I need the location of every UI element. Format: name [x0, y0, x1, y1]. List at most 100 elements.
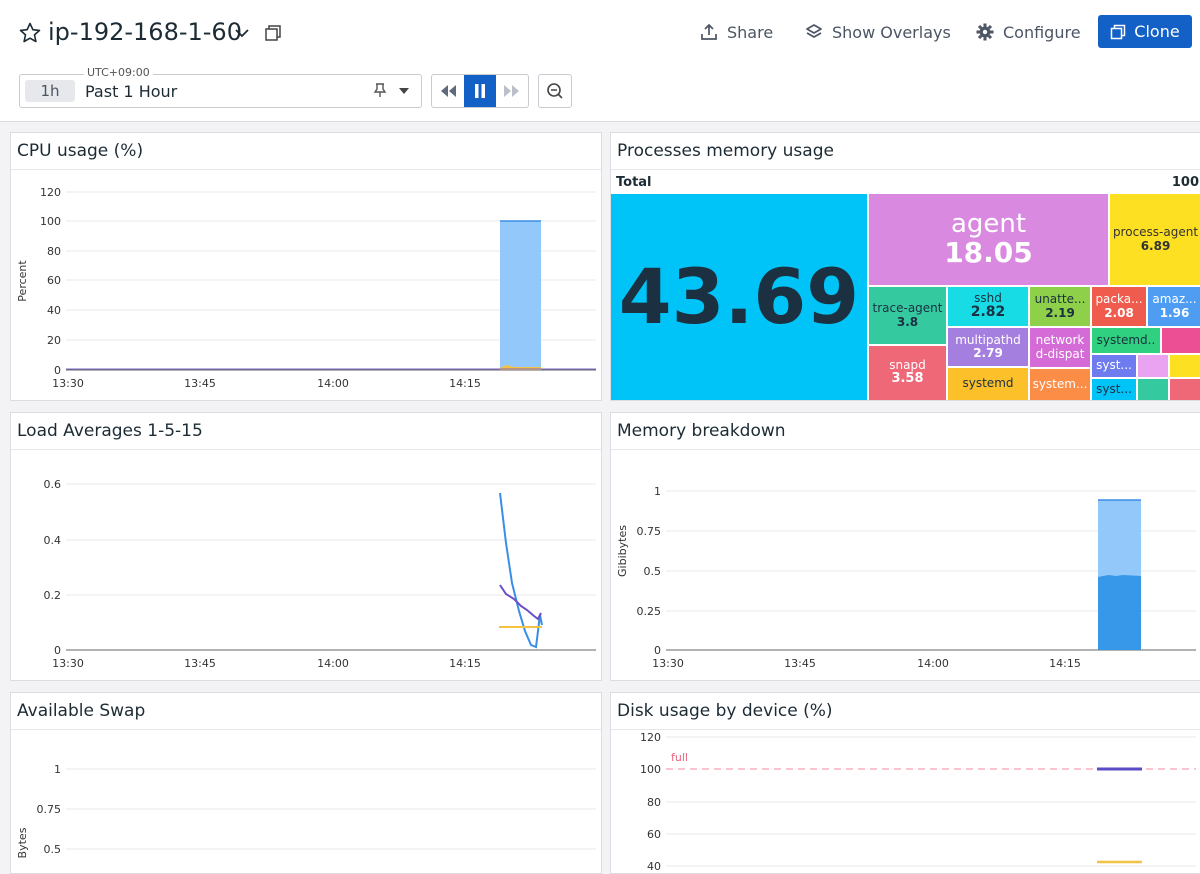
treemap-cell-agent[interactable]: agent 18.05	[869, 194, 1108, 285]
fast-forward-button[interactable]	[496, 75, 528, 107]
cpu-xtick: 14:15	[449, 377, 481, 390]
swap-panel-title: Available Swap	[17, 701, 146, 721]
zoom-out-button[interactable]	[538, 74, 572, 108]
fast-forward-icon	[504, 85, 519, 97]
disk-ytick: 120	[640, 731, 661, 744]
timeframe-selector[interactable]: 1h Past 1 Hour	[19, 74, 422, 108]
caret-down-icon[interactable]	[398, 87, 410, 95]
cpu-ytick: 60	[47, 274, 61, 287]
cpu-chart: 120 100 80 60 40 20 0 Percent 13:30 13:4…	[16, 186, 596, 390]
pause-button[interactable]	[464, 75, 496, 107]
load-ytick: 0.6	[44, 478, 62, 491]
layers-icon	[806, 24, 822, 38]
share-label: Share	[727, 22, 774, 42]
treemap-cell-largest[interactable]: 43.69	[611, 194, 867, 400]
treemap-cell-system[interactable]: system...	[1030, 369, 1090, 400]
treemap-cell-name: network d-dispat	[1035, 333, 1085, 361]
load-1min-line	[499, 492, 543, 649]
treemap-cell-value: 2.82	[970, 304, 1006, 321]
memory-ytick: 1	[654, 485, 661, 498]
copy-icon[interactable]	[264, 24, 282, 42]
treemap-cell-name: amaz...	[1152, 292, 1197, 307]
treemap-cell-syst-a[interactable]: syst...	[1092, 355, 1136, 377]
treemap-cell-packagekit[interactable]: packa... 2.08	[1092, 287, 1146, 326]
treemap-cell-name: process-agent	[1112, 225, 1199, 240]
treemap-cell-snapd[interactable]: snapd 3.58	[869, 346, 946, 400]
treemap-cell-name: systemd..	[1096, 332, 1156, 347]
pause-icon	[475, 84, 485, 98]
pin-icon[interactable]	[372, 82, 388, 98]
clone-button[interactable]: Clone	[1098, 15, 1192, 48]
panel-divider	[611, 449, 1200, 450]
clone-label: Clone	[1134, 22, 1180, 41]
swap-ytick: 0.5	[44, 843, 62, 856]
treemap-cell-small-pink[interactable]	[1162, 328, 1200, 353]
load-ytick: 0.4	[44, 534, 62, 547]
memory-panel-title: Memory breakdown	[617, 421, 786, 441]
treemap-cell-process-agent[interactable]: process-agent 6.89	[1110, 194, 1200, 285]
treemap-cell-systemd[interactable]: systemd	[948, 368, 1028, 400]
disk-ytick: 80	[647, 796, 661, 809]
treemap-cell-name: multipathd	[955, 332, 1021, 347]
swap-ytick: 0.75	[37, 803, 62, 816]
host-title[interactable]: ip-192-168-1-60	[48, 18, 242, 46]
memory-ytick: 0.5	[644, 565, 662, 578]
treemap-cell-syst-b[interactable]: syst...	[1092, 379, 1136, 400]
panel-divider	[611, 729, 1200, 730]
treemap-cell-name: syst...	[1096, 381, 1132, 396]
rewind-button[interactable]	[432, 75, 464, 107]
treemap-cell-trace-agent[interactable]: trace-agent 3.8	[869, 287, 946, 344]
overlays-label: Show Overlays	[832, 22, 951, 42]
memory-ytick: 0	[654, 644, 661, 657]
treemap-cell-small-teal[interactable]	[1138, 379, 1168, 400]
treemap-cell-value: 6.89	[1140, 238, 1171, 253]
chevron-down-icon[interactable]	[234, 26, 250, 40]
configure-button[interactable]: Configure	[975, 20, 1081, 44]
treemap-cell-name: system...	[1032, 376, 1088, 391]
disk-ytick: 100	[640, 763, 661, 776]
memory-ylabel: Gibibytes	[616, 525, 629, 577]
cpu-ylabel: Percent	[16, 260, 29, 302]
treemap-cell-sshd[interactable]: sshd 2.82	[948, 287, 1028, 326]
disk-ytick: 40	[647, 860, 661, 873]
treemap-cell-unattended[interactable]: unatte... 2.19	[1030, 287, 1090, 326]
treemap-cell-systemd-a[interactable]: systemd..	[1092, 328, 1160, 353]
treemap-cell-multipathd[interactable]: multipathd 2.79	[948, 328, 1028, 366]
memory-ytick: 0.25	[637, 605, 662, 618]
cpu-ytick: 80	[47, 245, 61, 258]
cpu-ytick: 40	[47, 304, 61, 317]
treemap-cell-amazon[interactable]: amaz... 1.96	[1148, 287, 1200, 326]
processes-panel-title: Processes memory usage	[617, 141, 834, 161]
disk-chart: full 120 100 80 60 40	[640, 731, 1196, 873]
treemap-cell-value: 1.96	[1159, 305, 1190, 320]
treemap-cell-networkd[interactable]: network d-dispat	[1030, 328, 1090, 367]
treemap-cell-name: trace-agent	[872, 301, 943, 316]
load-xtick: 14:15	[449, 657, 481, 670]
star-icon[interactable]	[18, 21, 42, 45]
treemap-cell-name: systemd	[962, 376, 1014, 391]
treemap-cell-value: 2.19	[1045, 305, 1075, 320]
treemap-cell-value: 2.79	[973, 346, 1003, 360]
cpu-ytick: 20	[47, 334, 61, 347]
swap-chart: 1 0.75 0.5 Bytes	[16, 763, 596, 858]
treemap-cell-name: sshd	[974, 291, 1002, 306]
top-bar: ip-192-168-1-60 Share Show Overlays Conf…	[0, 0, 1200, 122]
load-chart: 0.6 0.4 0.2 0 13:30 13:45 14:00 14:15	[44, 478, 596, 670]
show-overlays-button[interactable]: Show Overlays	[804, 20, 951, 44]
load-xtick: 13:30	[52, 657, 84, 670]
treemap-cell-name: agent	[950, 208, 1027, 239]
treemap-cell-small-yellow[interactable]	[1170, 355, 1200, 377]
cpu-ytick: 100	[40, 215, 61, 228]
timezone-label: UTC+09:00	[84, 66, 153, 79]
treemap-cell-small-lilac[interactable]	[1138, 355, 1168, 377]
treemap-cell-small-red[interactable]	[1170, 379, 1200, 400]
cpu-area-user	[500, 221, 541, 370]
timeframe-label: Past 1 Hour	[85, 82, 178, 101]
processes-memory-panel: Processes memory usage Total 100 43.69 a…	[610, 132, 1200, 401]
load-ytick: 0.2	[44, 589, 62, 602]
disk-panel-title: Disk usage by device (%)	[617, 701, 833, 721]
timeframe-short: 1h	[25, 80, 75, 102]
share-button[interactable]: Share	[699, 20, 773, 44]
panel-divider	[11, 729, 601, 730]
memory-bar-used	[1098, 575, 1141, 650]
